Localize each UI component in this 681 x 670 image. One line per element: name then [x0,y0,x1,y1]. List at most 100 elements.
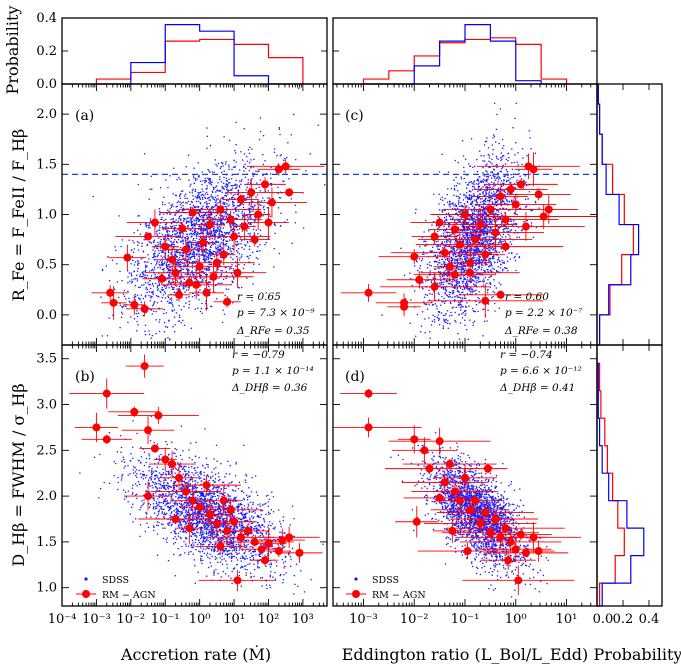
sdss-point [491,296,493,299]
sdss-point [477,296,479,299]
sdss-point [163,290,166,293]
sdss-point [235,179,237,181]
sdss-point [263,211,266,214]
rm-agn-point [188,208,197,217]
sdss-point [520,178,523,180]
sdss-point [218,178,221,181]
sdss-point [200,275,202,277]
sdss-point [204,180,206,182]
sdss-point [439,261,441,264]
sdss-point [449,291,452,294]
sdss-point [503,182,505,185]
sdss-point [131,279,133,281]
sdss-point [197,240,199,243]
sdss-point [207,210,210,212]
sdss-point [483,247,485,249]
sdss-point [479,198,482,200]
sdss-point [463,170,465,173]
sdss-point [92,195,95,198]
sdss-point [182,285,184,288]
sdss-point [166,230,169,232]
rm-agn-point [254,210,263,219]
sdss-point [478,150,481,152]
sdss-point [195,244,198,246]
sdss-point [468,227,471,230]
sdss-point [155,318,157,321]
sdss-point [498,142,500,145]
rm-agn-point [178,224,187,233]
sdss-point [182,268,185,271]
sdss-point [161,268,164,271]
sdss-point [202,217,204,219]
sdss-point [510,243,513,245]
sdss-point [204,279,207,282]
sdss-point [166,212,168,215]
sdss-point [488,249,490,252]
sdss-point [240,151,242,153]
sdss-point [441,247,444,249]
sdss-point [210,182,212,184]
sdss-point [439,277,442,279]
sdss-point [199,197,201,199]
sdss-point [244,245,247,247]
sdss-point [494,207,496,210]
sdss-point [201,171,203,173]
sdss-point [190,249,193,252]
sdss-point [237,214,240,216]
sdss-point [459,277,461,280]
sdss-point [508,156,510,159]
rm-agn-point [274,165,283,174]
sdss-point [237,189,239,191]
sdss-point [232,268,235,270]
sdss-point [438,259,441,261]
sdss-point [220,221,222,224]
sdss-point [225,177,228,180]
sdss-point [478,185,481,188]
sdss-point [519,175,521,177]
sdss-point [204,181,206,184]
sdss-point [530,224,533,227]
sdss-point [482,180,484,183]
sdss-point [451,314,453,317]
sdss-point [472,166,474,169]
sdss-point [167,209,169,211]
sdss-point [455,321,457,323]
sdss-point [225,222,228,224]
sdss-point [155,310,157,313]
sdss-point [133,270,136,273]
rm-agn-point [130,300,139,309]
sdss-point [180,219,182,221]
sdss-point [503,227,506,230]
rm-agn-point [264,218,273,227]
sdss-point [161,296,164,299]
sdss-point [207,214,209,216]
sdss-point [165,312,168,314]
sdss-point [195,237,198,239]
sdss-point [483,144,486,146]
sdss-point [499,156,502,159]
sdss-point [503,230,505,233]
sdss-point [164,203,166,206]
sdss-point [192,198,195,201]
sdss-point [191,267,194,269]
sdss-point [198,195,201,198]
sdss-point [225,242,228,245]
sdss-point [206,267,208,269]
sdss-point [152,270,155,272]
sdss-point [496,220,498,222]
sdss-point [258,186,260,189]
sdss-point [466,293,469,295]
sdss-point [191,201,193,204]
sdss-point [195,233,198,235]
sdss-point [106,334,109,337]
sdss-point [400,247,402,249]
sdss-point [180,202,183,204]
sdss-point [193,182,196,184]
sdss-point [144,324,147,327]
sdss-point [226,231,229,234]
sdss-point [450,261,453,263]
sdss-point [226,203,228,205]
sdss-point [197,205,200,208]
sdss-point [263,208,265,211]
sdss-point [185,202,187,204]
